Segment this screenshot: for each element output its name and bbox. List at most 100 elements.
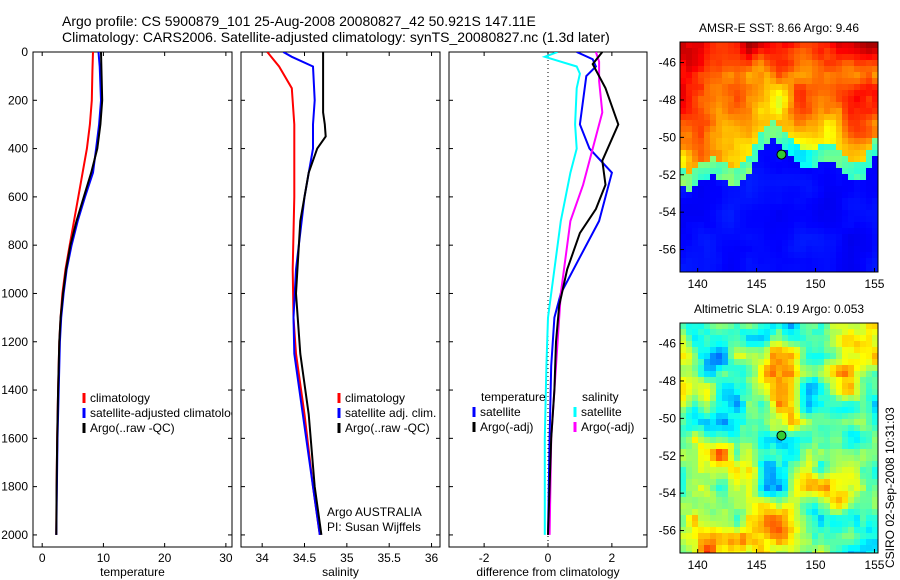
map-cell — [716, 323, 723, 330]
map-cell — [704, 72, 711, 79]
map-cell — [686, 365, 693, 372]
map-cell — [782, 78, 789, 85]
map-cell — [722, 503, 729, 510]
map-cell — [806, 222, 813, 229]
map-cell — [842, 461, 849, 468]
map-cell — [842, 365, 849, 372]
map-cell — [728, 395, 735, 402]
map-cell — [812, 383, 819, 390]
map-cell — [698, 425, 705, 432]
map-cell — [830, 120, 837, 127]
map-cell — [806, 419, 813, 426]
series-argo-raw-qc — [55, 52, 104, 535]
map-cell — [692, 551, 699, 553]
map-cell — [758, 485, 765, 492]
legend-group-header: salinity — [582, 390, 619, 404]
map-cell — [770, 222, 777, 229]
map-cell — [698, 383, 705, 390]
map-cell — [740, 246, 747, 253]
map-cell — [848, 401, 855, 408]
map-cell — [686, 545, 693, 552]
map-cell — [842, 323, 849, 330]
map-cell — [752, 180, 759, 187]
map-cell — [842, 66, 849, 73]
map-cell — [866, 210, 873, 217]
map-cell — [830, 449, 837, 456]
map-cell — [680, 252, 687, 259]
map-cell — [782, 132, 789, 139]
map-cell — [800, 347, 807, 354]
map-cell — [710, 359, 717, 366]
x-tick-label: 145 — [747, 558, 767, 572]
map-cell — [794, 503, 801, 510]
map-cell — [806, 371, 813, 378]
map-cell — [830, 144, 837, 151]
map-cell — [848, 359, 855, 366]
map-cell — [698, 66, 705, 73]
map-cell — [800, 270, 807, 272]
map-cell — [812, 407, 819, 414]
x-tick-label: 30 — [219, 551, 233, 565]
map-cell — [776, 186, 783, 193]
map-cell — [782, 461, 789, 468]
map-cell — [812, 90, 819, 97]
map-cell — [728, 455, 735, 462]
map-cell — [818, 395, 825, 402]
map-cell — [836, 329, 843, 336]
map-cell — [770, 503, 777, 510]
map-cell — [794, 425, 801, 432]
map-cell — [848, 389, 855, 396]
map-cell — [800, 473, 807, 480]
map-cell — [782, 473, 789, 480]
map-cell — [746, 509, 753, 516]
map-cell — [692, 521, 699, 528]
map-cell — [680, 144, 687, 151]
map-cell — [716, 425, 723, 432]
map-cell — [848, 515, 855, 522]
map-cell — [854, 168, 861, 175]
map-cell — [860, 323, 867, 330]
map-cell — [854, 461, 861, 468]
map-cell — [758, 407, 765, 414]
map-cell — [824, 210, 831, 217]
map-cell — [830, 108, 837, 115]
map-cell — [776, 539, 783, 546]
map-cell — [788, 162, 795, 169]
map-cell — [848, 60, 855, 67]
map-cell — [830, 323, 837, 330]
map-cell — [788, 150, 795, 157]
map-cell — [848, 132, 855, 139]
map-cell — [722, 192, 729, 199]
difference-panel-series — [541, 52, 620, 535]
map-cell — [776, 347, 783, 354]
map-cell — [716, 210, 723, 217]
map-cell — [680, 371, 687, 378]
map-cell — [782, 521, 789, 528]
map-cell — [794, 467, 801, 474]
map-cell — [866, 425, 873, 432]
map-cell — [854, 371, 861, 378]
map-cell — [848, 443, 855, 450]
map-cell — [794, 497, 801, 504]
map-cell — [698, 84, 705, 91]
map-cell — [842, 234, 849, 241]
map-cell — [704, 389, 711, 396]
map-cell — [818, 72, 825, 79]
map-cell — [782, 395, 789, 402]
map-cell — [680, 96, 687, 103]
map-cell — [812, 425, 819, 432]
map-cell — [866, 545, 873, 552]
map-cell — [698, 431, 705, 438]
map-cell — [746, 527, 753, 534]
map-cell — [782, 102, 789, 109]
map-cell — [770, 42, 777, 49]
map-cell — [854, 180, 861, 187]
map-cell — [824, 48, 831, 55]
map-cell — [740, 234, 747, 241]
map-cell — [758, 329, 765, 336]
map-cell — [704, 407, 711, 414]
map-cell — [866, 365, 873, 372]
map-cell — [854, 401, 861, 408]
map-cell — [686, 347, 693, 354]
map-cell — [782, 54, 789, 61]
